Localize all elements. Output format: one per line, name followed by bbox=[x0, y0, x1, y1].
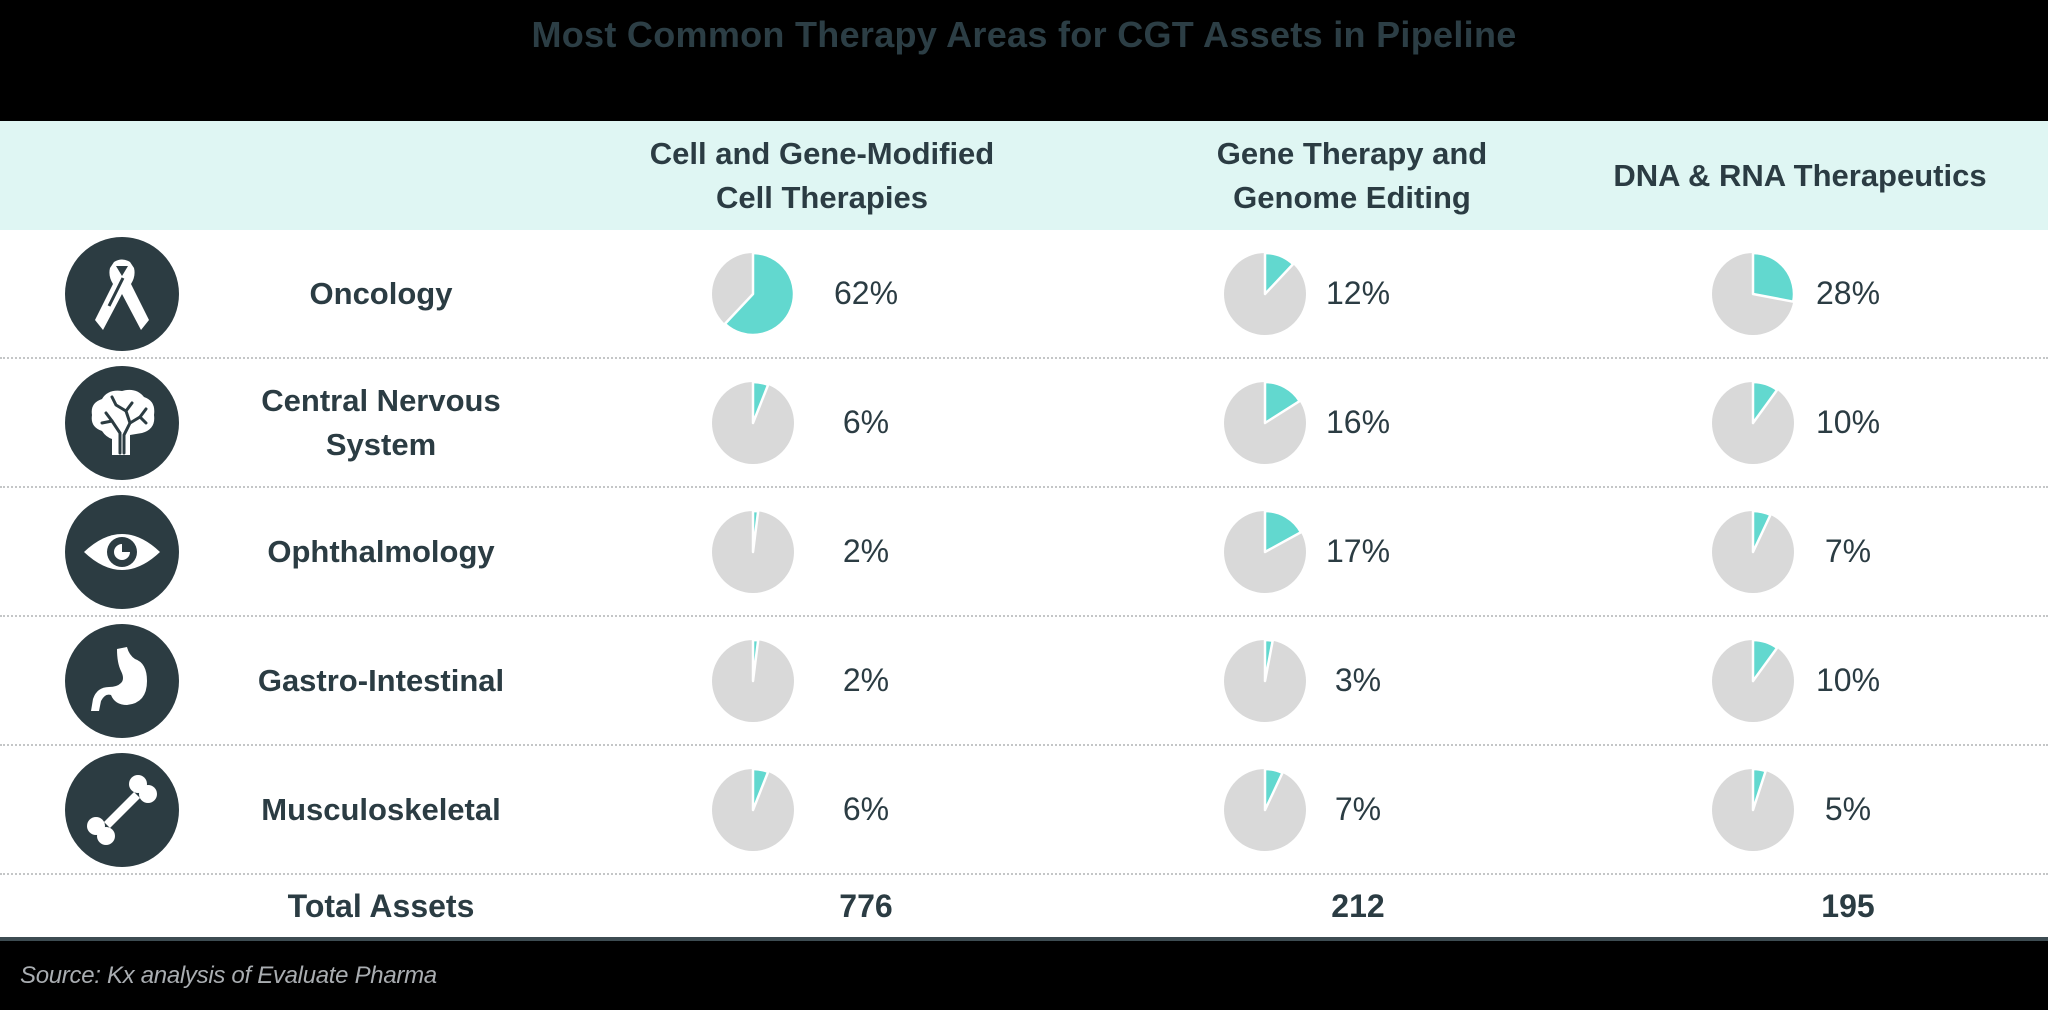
total-assets-row: Total Assets 776 212 195 bbox=[0, 875, 2048, 937]
percent-value-gene-therapy: 16% bbox=[1325, 404, 1391, 440]
pie-chart-dna-rna bbox=[1711, 509, 1795, 594]
percent-value-cell-therapies: 6% bbox=[842, 404, 890, 440]
pie-chart-cell-therapies bbox=[711, 251, 796, 337]
source-note: Source: Kx analysis of Evaluate Pharma bbox=[20, 962, 437, 989]
brain-icon bbox=[65, 366, 179, 480]
percent-value-gene-therapy: 3% bbox=[1334, 662, 1382, 698]
percent-value-cell-therapies: 2% bbox=[842, 533, 890, 569]
table-bottom-border bbox=[0, 937, 2048, 941]
bone-icon bbox=[65, 753, 179, 867]
pie-chart-cell-therapies bbox=[711, 509, 795, 594]
eye-icon bbox=[65, 495, 179, 609]
row-label: Central Nervous System bbox=[261, 382, 501, 462]
percent-value-cell-therapies: 2% bbox=[842, 662, 890, 698]
row-label: Musculoskeletal bbox=[261, 791, 501, 827]
percent-value-dna-rna: 10% bbox=[1815, 404, 1881, 440]
pie-chart-dna-rna bbox=[1711, 638, 1795, 723]
table-row-ophthalmology: Ophthalmology 2% 17% 7% bbox=[0, 488, 2048, 617]
therapy-area-table: Cell and Gene-Modified Cell Therapies Ge… bbox=[0, 121, 2048, 941]
column-header-gene-therapy: Gene Therapy and Genome Editing bbox=[1216, 135, 1488, 215]
percent-value-dna-rna: 7% bbox=[1824, 533, 1872, 569]
pie-chart-gene-therapy bbox=[1223, 638, 1307, 723]
percent-value-cell-therapies: 62% bbox=[833, 275, 899, 311]
percent-value-dna-rna: 5% bbox=[1824, 791, 1872, 827]
pie-chart-gene-therapy bbox=[1223, 251, 1307, 336]
pie-chart-dna-rna bbox=[1711, 767, 1795, 852]
table-row-gastro-intestinal: Gastro-Intestinal 2% 3% 10% bbox=[0, 617, 2048, 746]
table-row-musculoskeletal: Musculoskeletal 6% 7% 5% bbox=[0, 746, 2048, 875]
total-value-cell-therapies: 776 bbox=[839, 887, 893, 924]
pie-chart-gene-therapy bbox=[1223, 380, 1307, 465]
percent-value-dna-rna: 28% bbox=[1815, 275, 1881, 311]
total-value-gene-therapy: 212 bbox=[1331, 887, 1385, 924]
row-label: Gastro-Intestinal bbox=[257, 662, 505, 698]
percent-value-gene-therapy: 7% bbox=[1334, 791, 1382, 827]
column-header-dna-rna: DNA & RNA Therapeutics bbox=[1613, 157, 1987, 193]
chart-title: Most Common Therapy Areas for CGT Assets… bbox=[531, 14, 1517, 55]
pie-chart-cell-therapies bbox=[711, 767, 795, 852]
pie-chart-gene-therapy bbox=[1223, 767, 1307, 852]
percent-value-cell-therapies: 6% bbox=[842, 791, 890, 827]
ribbon-icon bbox=[65, 237, 179, 351]
row-label: Oncology bbox=[309, 275, 453, 311]
percent-value-dna-rna: 10% bbox=[1815, 662, 1881, 698]
table-row-central-nervous-system: Central Nervous System 6% 16% 10% bbox=[0, 359, 2048, 488]
pie-chart-gene-therapy bbox=[1223, 509, 1307, 594]
pie-chart-cell-therapies bbox=[711, 380, 795, 465]
pie-chart-cell-therapies bbox=[711, 638, 795, 723]
row-label: Ophthalmology bbox=[267, 533, 495, 569]
pie-chart-dna-rna bbox=[1711, 380, 1795, 465]
total-assets-label: Total Assets bbox=[287, 887, 475, 924]
percent-value-gene-therapy: 12% bbox=[1325, 275, 1391, 311]
table-header: Cell and Gene-Modified Cell Therapies Ge… bbox=[0, 121, 2048, 230]
column-header-cell-therapies: Cell and Gene-Modified Cell Therapies bbox=[649, 135, 995, 215]
pie-chart-dna-rna bbox=[1711, 251, 1796, 336]
stomach-icon bbox=[65, 624, 179, 738]
table-row-oncology: Oncology 62% 12% 28% bbox=[0, 230, 2048, 359]
percent-value-gene-therapy: 17% bbox=[1325, 533, 1391, 569]
total-value-dna-rna: 195 bbox=[1821, 887, 1875, 924]
